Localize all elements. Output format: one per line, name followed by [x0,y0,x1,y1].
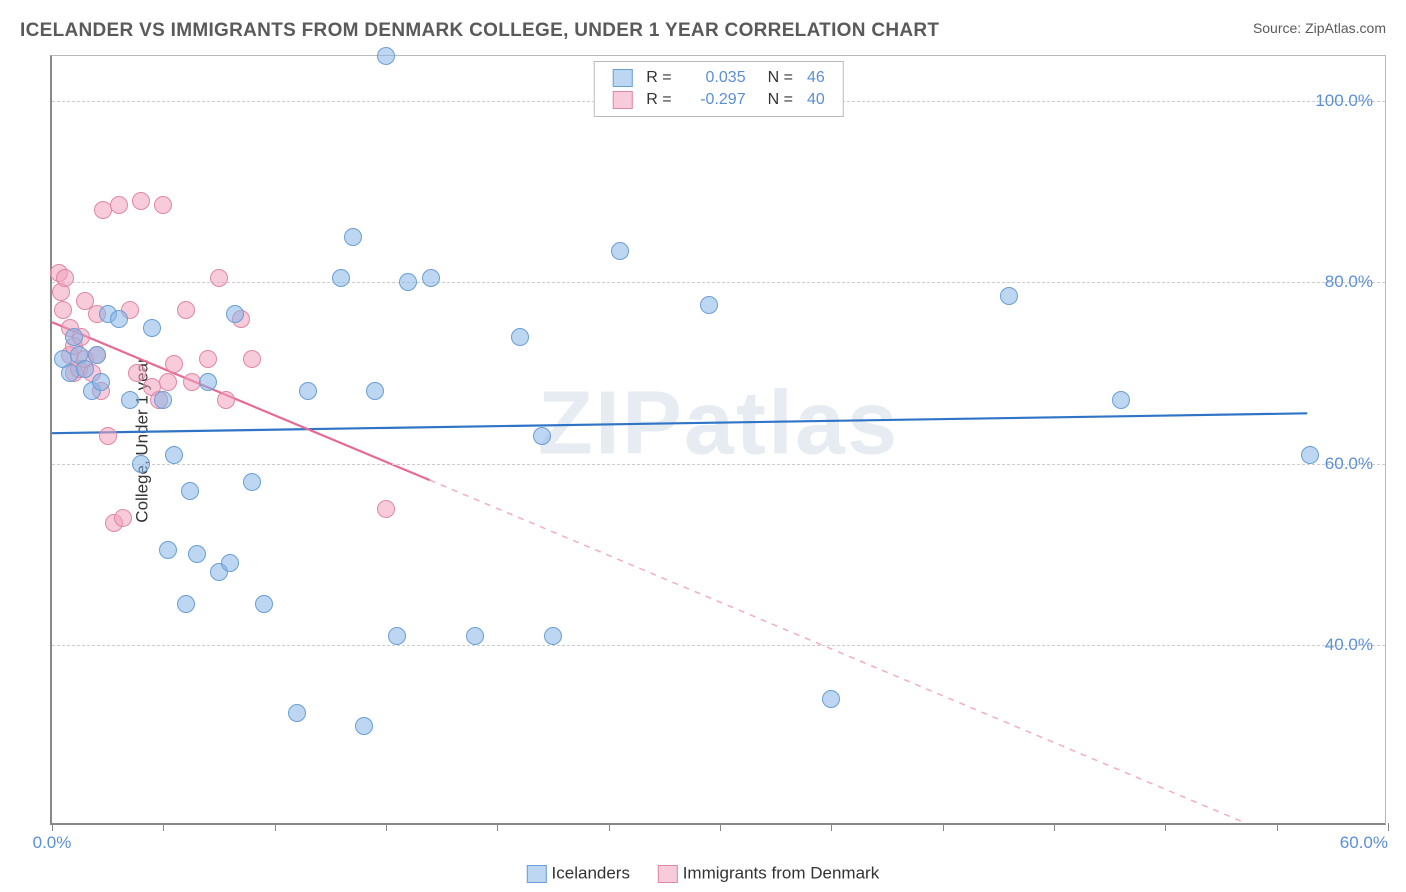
x-tick [720,823,721,831]
x-tick-label: 60.0% [1340,833,1388,853]
data-point [99,427,117,445]
legend-item: Icelanders [527,863,630,884]
data-point [110,196,128,214]
x-tick [1277,823,1278,831]
data-point [366,382,384,400]
x-tick [943,823,944,831]
x-tick [609,823,610,831]
data-point [299,382,317,400]
data-point [255,595,273,613]
data-point [181,482,199,500]
data-point [159,541,177,559]
x-tick [52,823,53,831]
x-tick [1388,823,1389,831]
data-point [377,47,395,65]
trend-lines-svg [52,56,1385,823]
y-tick-label: 80.0% [1325,272,1373,292]
y-tick-label: 60.0% [1325,454,1373,474]
data-point [65,328,83,346]
data-point [332,269,350,287]
plot-area: ZIPatlas R =0.035N =46R =-0.297N =40 40.… [50,55,1386,825]
data-point [511,328,529,346]
data-point [243,473,261,491]
x-tick [163,823,164,831]
data-point [1112,391,1130,409]
x-tick [1054,823,1055,831]
x-tick [831,823,832,831]
data-point [177,301,195,319]
source-label: Source: ZipAtlas.com [1253,20,1386,36]
x-tick [275,823,276,831]
correlation-chart: College, Under 1 year ZIPatlas R =0.035N… [50,55,1386,825]
data-point [188,545,206,563]
gridline [52,282,1385,283]
data-point [344,228,362,246]
page-title: ICELANDER VS IMMIGRANTS FROM DENMARK COL… [20,20,1386,42]
data-point [165,446,183,464]
series-legend: Icelanders Immigrants from Denmark [513,863,893,884]
data-point [54,301,72,319]
data-point [1000,287,1018,305]
data-point [92,373,110,391]
y-tick-label: 40.0% [1325,635,1373,655]
data-point [159,373,177,391]
data-point [154,196,172,214]
data-point [128,364,146,382]
x-tick [386,823,387,831]
data-point [422,269,440,287]
data-point [288,704,306,722]
data-point [388,627,406,645]
watermark: ZIPatlas [538,373,899,476]
data-point [533,427,551,445]
data-point [132,192,150,210]
stats-legend: R =0.035N =46R =-0.297N =40 [593,61,843,117]
data-point [822,690,840,708]
data-point [700,296,718,314]
gridline [52,645,1385,646]
x-tick [1165,823,1166,831]
data-point [210,269,228,287]
data-point [56,269,74,287]
legend-item: Immigrants from Denmark [658,863,879,884]
data-point [217,391,235,409]
data-point [226,305,244,323]
data-point [243,350,261,368]
data-point [88,346,106,364]
data-point [154,391,172,409]
data-point [221,554,239,572]
data-point [121,391,139,409]
gridline [52,464,1385,465]
data-point [114,509,132,527]
x-tick [497,823,498,831]
data-point [355,717,373,735]
data-point [143,319,161,337]
data-point [1301,446,1319,464]
data-point [399,273,417,291]
data-point [199,350,217,368]
data-point [611,242,629,260]
data-point [377,500,395,518]
y-tick-label: 100.0% [1315,91,1373,111]
data-point [199,373,217,391]
data-point [544,627,562,645]
data-point [165,355,183,373]
data-point [466,627,484,645]
x-tick-label: 0.0% [33,833,72,853]
data-point [132,455,150,473]
data-point [177,595,195,613]
data-point [110,310,128,328]
